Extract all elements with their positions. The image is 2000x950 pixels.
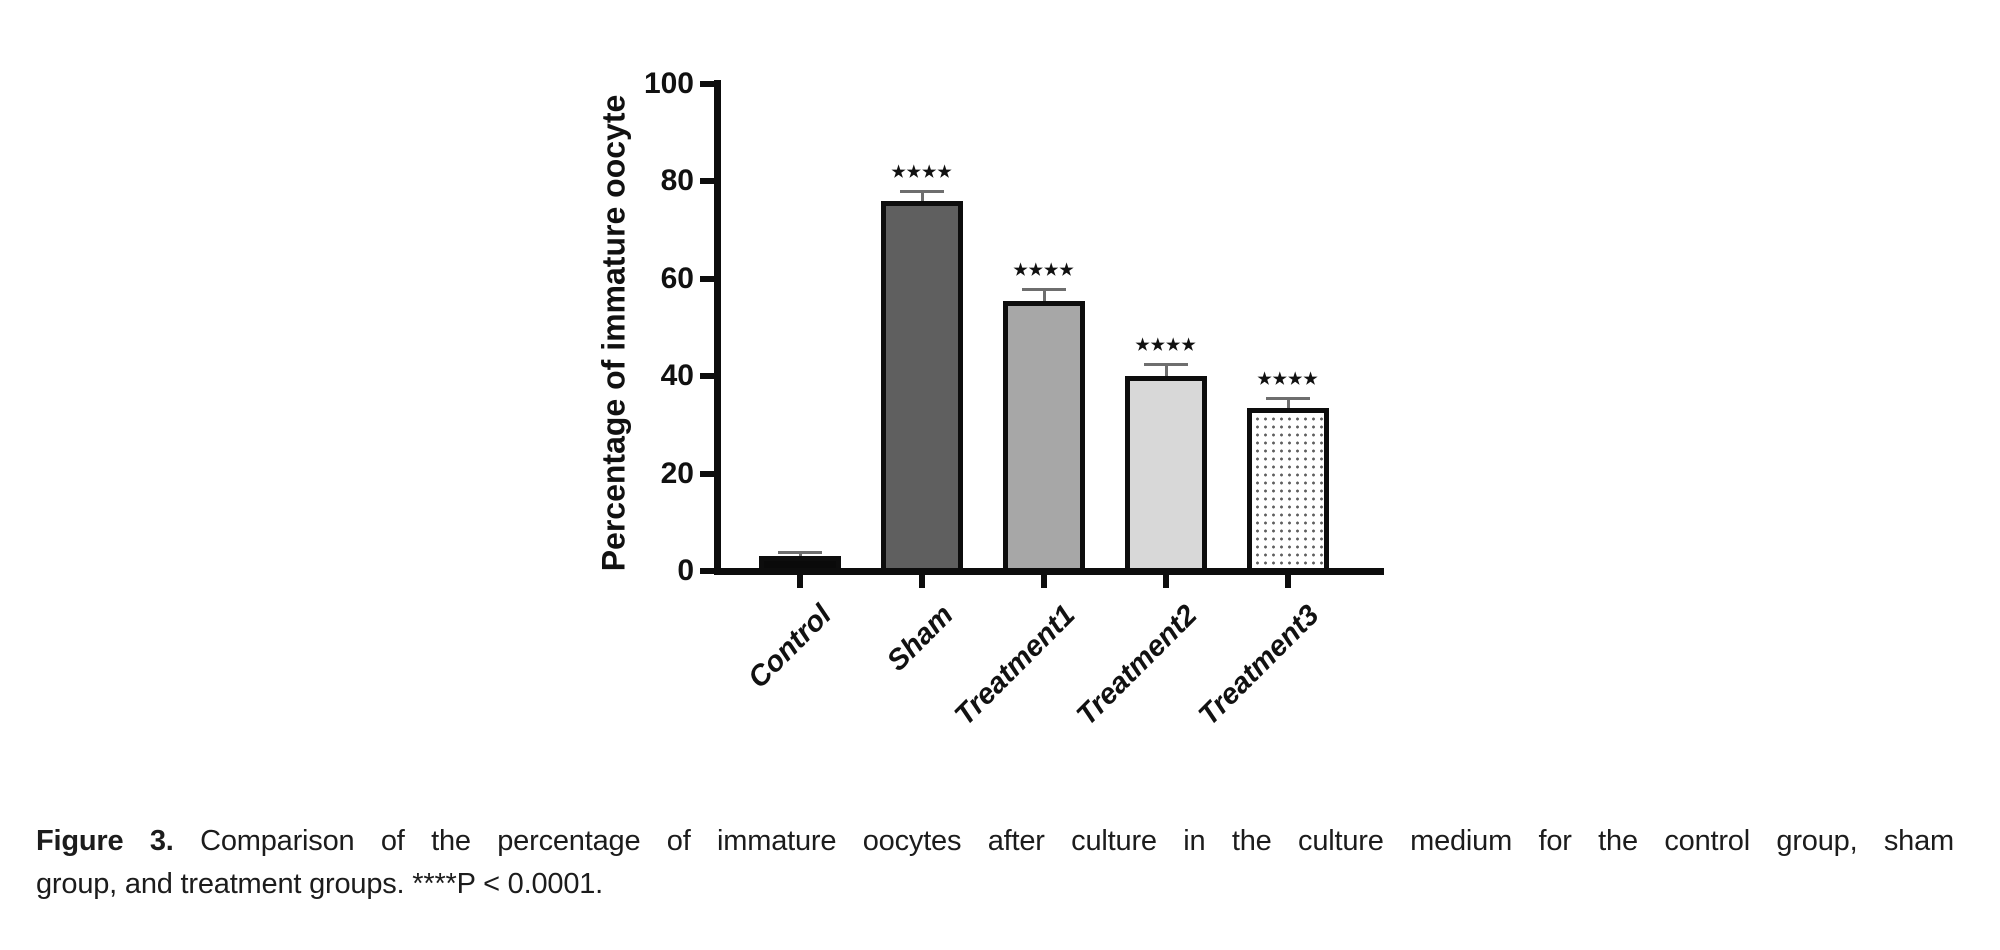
x-tick (919, 575, 925, 588)
significance-stars: ★★★★ (891, 164, 953, 182)
error-bar-cap (1144, 363, 1188, 367)
error-bar-cap (900, 190, 944, 194)
error-bar-stem (1286, 398, 1290, 414)
y-tick-label: 0 (677, 554, 694, 587)
y-tick (700, 373, 714, 380)
y-tick-label: 80 (660, 164, 694, 198)
significance-stars: ★★★★ (1013, 261, 1075, 279)
bar-treatment3 (1247, 407, 1329, 575)
x-tick-label: Sham (881, 599, 960, 678)
y-axis-line (714, 80, 721, 575)
figure-number-label: Figure 3. (36, 825, 174, 857)
x-tick (1041, 575, 1047, 588)
bar-treatment2 (1125, 376, 1207, 575)
y-tick (700, 568, 714, 574)
error-bar-stem (1042, 288, 1046, 307)
y-tick-label: 40 (660, 359, 694, 393)
y-tick-label: 20 (660, 456, 694, 490)
y-tick (700, 81, 714, 87)
error-bar-cap (778, 550, 822, 554)
y-tick (700, 470, 714, 477)
x-tick-label: Control (742, 599, 838, 695)
caption-line-2: group, and treatment groups. ****P < 0.0… (36, 868, 604, 900)
error-bar-cap (1266, 397, 1310, 401)
y-tick (700, 275, 714, 282)
significance-stars: ★★★★ (1257, 371, 1319, 389)
caption-line-1-text: Comparison of the percentage of immature… (200, 825, 1954, 857)
bar-sham (881, 200, 963, 575)
y-tick-label: 60 (660, 261, 694, 295)
bar-treatment1 (1003, 300, 1085, 575)
x-axis-line (714, 568, 1384, 575)
y-tick-label: 100 (643, 67, 694, 100)
x-tick (1285, 575, 1291, 588)
error-bar-stem (1164, 364, 1168, 383)
x-tick (797, 575, 803, 588)
x-tick (1163, 575, 1169, 588)
x-tick-label: Treatment3 (1192, 599, 1326, 732)
error-bar-stem (920, 191, 924, 207)
x-tick-label: Treatment2 (1070, 599, 1204, 732)
significance-stars: ★★★★ (1135, 337, 1197, 355)
figure-caption: Figure 3. Comparison of the percentage o… (36, 820, 1954, 906)
caption-line-1: Figure 3. Comparison of the percentage o… (36, 820, 1954, 863)
x-tick-label: Treatment1 (948, 599, 1082, 732)
error-bar-cap (1022, 287, 1066, 291)
y-tick (700, 178, 714, 185)
